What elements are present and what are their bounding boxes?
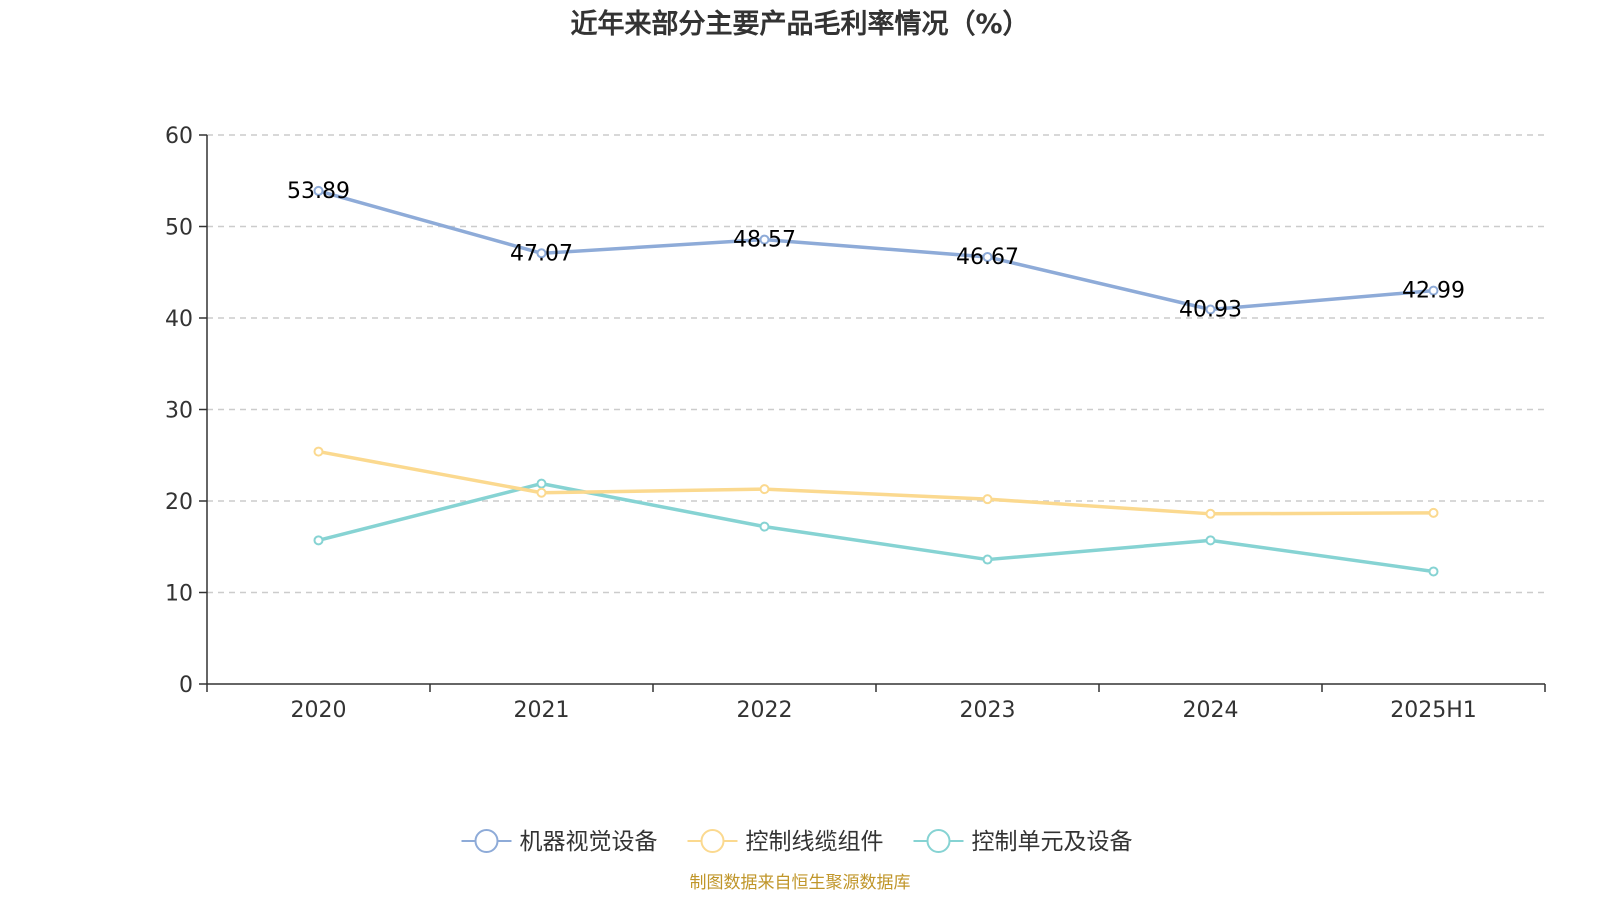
series-line xyxy=(316,449,1436,516)
data-label: 40.93 xyxy=(1179,297,1242,322)
data-point xyxy=(759,521,770,532)
series-line xyxy=(316,189,1436,312)
data-label: 48.57 xyxy=(733,228,796,253)
data-point xyxy=(1428,285,1439,296)
data-point xyxy=(1205,535,1216,546)
data-point xyxy=(536,478,547,489)
data-labels: 53.89 47.07 48.57 46.67 40.93 42.99 xyxy=(287,179,1465,323)
source-note: 制图数据来自恒生聚源数据库 xyxy=(690,873,911,893)
data-point xyxy=(982,251,993,262)
y-tick-label: 50 xyxy=(165,216,193,241)
data-point xyxy=(536,248,547,259)
legend-marker xyxy=(700,829,725,853)
y-tick-label: 0 xyxy=(179,673,193,698)
data-point xyxy=(313,185,324,196)
data-point xyxy=(759,234,770,245)
data-label: 47.07 xyxy=(510,241,573,266)
data-point xyxy=(313,446,324,457)
series-lines xyxy=(313,185,1439,577)
data-point xyxy=(1428,566,1439,577)
grid-lines xyxy=(207,134,1545,594)
data-label: 42.99 xyxy=(1402,279,1465,304)
legend-marker xyxy=(474,829,499,853)
legend-label: 控制线缆组件 xyxy=(746,829,884,855)
data-point xyxy=(1428,507,1439,518)
data-label: 53.89 xyxy=(287,179,350,204)
y-tick-label: 40 xyxy=(165,307,193,332)
legend-item: 控制单元及设备 xyxy=(913,829,1133,855)
legend-label: 控制单元及设备 xyxy=(972,829,1133,855)
data-point xyxy=(536,487,547,498)
y-tick-label: 30 xyxy=(165,399,193,424)
legend-label: 机器视觉设备 xyxy=(520,829,658,855)
y-tick-label: 10 xyxy=(165,582,193,607)
x-tick-label: 2020 xyxy=(291,698,347,723)
legend-marker xyxy=(926,829,951,853)
x-tick-label: 2024 xyxy=(1183,698,1239,723)
data-label: 46.67 xyxy=(956,245,1019,270)
x-tick-label: 2023 xyxy=(960,698,1016,723)
data-point xyxy=(313,535,324,546)
axes: 0 10 20 30 40 50 60 2020 2021 2022 2023 2024 2025H1 xyxy=(165,124,1546,723)
data-point xyxy=(759,484,770,495)
chart-title: 近年来部分主要产品毛利率情况（%） xyxy=(570,8,1029,40)
y-tick-label: 60 xyxy=(165,124,193,149)
x-tick-label: 2021 xyxy=(514,698,570,723)
legend: 机器视觉设备 控制线缆组件 控制单元及设备 xyxy=(461,829,1133,855)
y-tick-label: 20 xyxy=(165,490,193,515)
data-point xyxy=(982,494,993,505)
data-point xyxy=(982,554,993,565)
legend-item: 控制线缆组件 xyxy=(687,829,884,855)
series-line xyxy=(316,481,1436,574)
data-point xyxy=(1205,304,1216,315)
x-tick-label: 2025H1 xyxy=(1390,698,1477,723)
data-point xyxy=(1205,508,1216,519)
legend-item: 机器视觉设备 xyxy=(461,829,658,855)
x-tick-label: 2022 xyxy=(737,698,793,723)
